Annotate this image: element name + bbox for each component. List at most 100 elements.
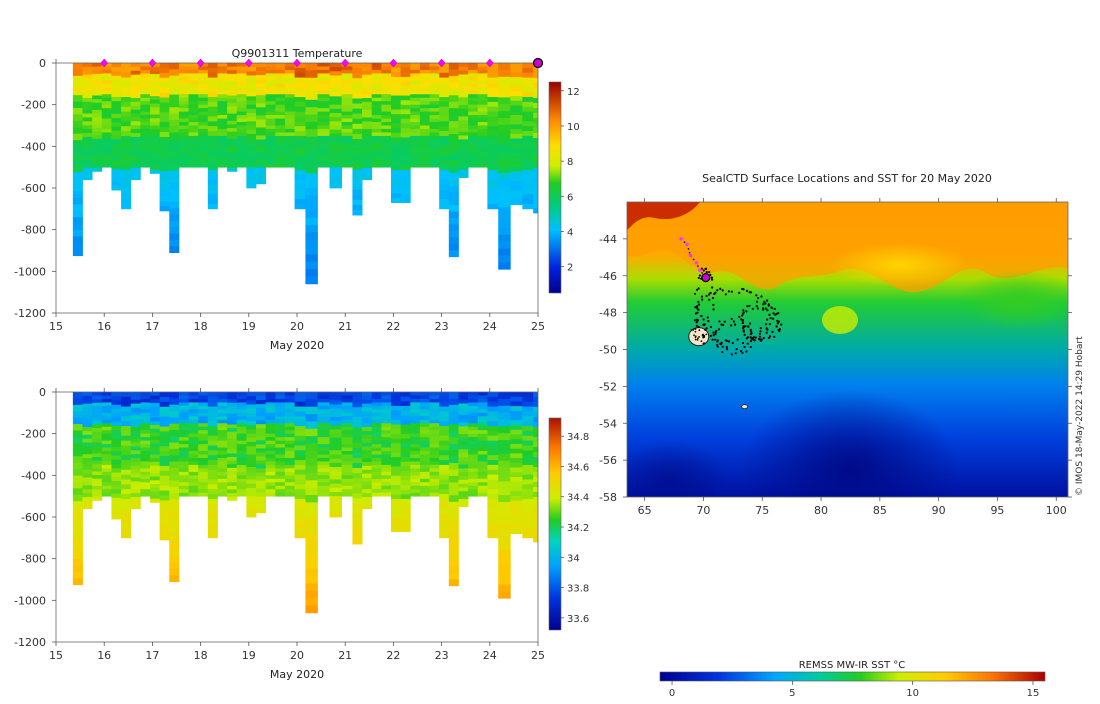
section-cell [419,66,430,71]
section-cell [198,437,209,442]
section-cell [227,460,238,465]
temperature-xtick-label: 25 [531,320,545,333]
section-cell [371,475,382,480]
section-cell [82,434,93,440]
section-cell [265,104,276,109]
section-cell [317,115,330,119]
section-cell [178,416,189,421]
section-cell [111,447,122,452]
section-cell [236,146,247,151]
section-cell [448,237,459,245]
section-cell [227,160,238,165]
section-cell [111,168,122,174]
section-cell [468,447,479,452]
track-point [763,300,766,303]
section-cell [419,451,430,455]
section-cell [198,430,209,435]
map-x-axis: 65 70 75 80 85 90 95 100 [638,198,1067,517]
island-texture [703,342,706,345]
section-cell [256,436,267,441]
section-cell [468,423,479,428]
section-cell [305,568,318,577]
track-point [769,317,772,320]
section-cell [188,437,199,442]
section-cell [188,419,199,424]
section-cell [246,96,257,101]
track-point [765,331,768,334]
section-cell [72,197,83,205]
section-cell [169,94,180,102]
section-cell [458,445,469,450]
section-cell [169,132,180,140]
section-cell [410,104,421,109]
section-cell [439,82,450,88]
section-cell [227,164,238,169]
section-cell [522,503,534,510]
section-cell [121,145,132,151]
section-cell [477,457,488,462]
section-cell [341,426,353,431]
section-cell [188,101,199,106]
section-cell [92,91,103,96]
section-cell [329,117,342,122]
section-cell [284,160,295,165]
section-cell [294,489,306,495]
section-cell [341,149,353,154]
section-cell [227,135,238,140]
section-cell [390,429,402,435]
section-cell [329,475,342,480]
section-cell [305,539,318,547]
section-cell [149,392,161,397]
section-cell [275,76,286,81]
section-cell [284,412,295,417]
section-cell [265,440,276,445]
section-cell [329,163,342,168]
section-cell [381,80,392,85]
section-cell [329,412,342,418]
section-cell [227,124,238,129]
section-cell [468,122,479,126]
section-cell [130,74,141,79]
section-cell [265,73,276,78]
section-cell [227,81,238,86]
section-cell [329,446,342,451]
section-cell [198,115,209,119]
track-point [755,305,758,308]
section-cell [329,483,342,489]
section-cell [522,489,534,495]
section-cell [458,127,469,133]
section-cell [159,456,170,462]
section-cell [178,97,189,102]
section-cell [341,146,353,151]
section-cell [317,395,330,400]
section-cell [265,94,276,99]
track-point [725,348,729,351]
section-cell [256,167,267,173]
section-cell [329,183,342,189]
section-cell [371,471,382,476]
section-cell [130,403,141,408]
section-cell [217,73,228,78]
track-point [725,339,728,343]
section-cell [92,485,103,490]
section-cell [130,113,141,118]
section-cell [439,450,450,456]
section-cell [390,499,402,505]
section-cell [305,136,318,145]
track-point [758,332,761,335]
section-cell [429,426,440,431]
section-cell [439,406,450,412]
section-cell [371,69,382,74]
section-cell [140,395,151,400]
section-cell [246,179,257,185]
temperature-y-axis: 0-200-400-600-800-1000-1200 [14,57,56,320]
section-cell [111,430,122,435]
section-cell [487,396,499,403]
dive-marker [244,58,253,68]
section-cell [284,142,295,147]
section-cell [419,402,430,407]
section-cell [207,92,218,98]
section-cell [498,255,511,263]
track-point [780,323,783,326]
section-cell [381,87,392,92]
